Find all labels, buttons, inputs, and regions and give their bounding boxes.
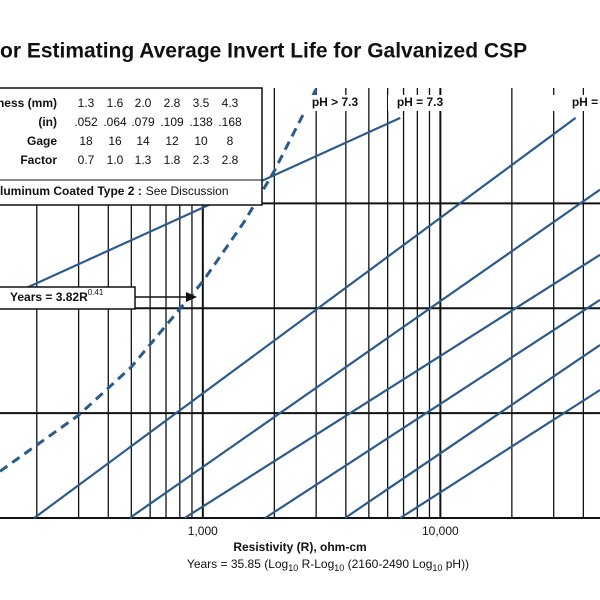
series-line — [264, 298, 600, 519]
equation-box — [0, 286, 136, 310]
table-cell: .109 — [160, 115, 184, 129]
formula-subscript: 10 — [334, 563, 344, 573]
table-cell: 2.8 — [222, 153, 239, 167]
series-line — [344, 344, 600, 519]
table-cell: 2.0 — [135, 96, 152, 110]
table-note: luminum Coated Type 2 : See Discussion — [0, 184, 229, 198]
x-axis-label: Resistivity (R), ohm-cm — [233, 540, 366, 554]
series-line — [33, 117, 577, 519]
row-header: (in) — [38, 115, 57, 129]
annotation: pH > 7.3 — [312, 95, 359, 109]
equation-text: Years = 3.82R — [10, 290, 88, 304]
annotation-bg — [303, 95, 367, 111]
annotation-bg — [388, 95, 452, 111]
table-cell: 8 — [227, 134, 234, 148]
series-line — [129, 188, 600, 519]
formula-subscript: 10 — [288, 563, 298, 573]
formula-text: R-Log — [298, 557, 334, 571]
table-cell: 0.7 — [78, 153, 95, 167]
x-tick-label: 1,000 — [188, 524, 218, 538]
table-cell: 10 — [194, 134, 208, 148]
equation-exponent: 0.41 — [88, 288, 104, 297]
row-header: Factor — [20, 153, 57, 167]
annotation: pH = — [572, 95, 598, 109]
table-cell: 1.3 — [78, 96, 95, 110]
table-cell: .138 — [189, 115, 213, 129]
arrow-head — [186, 292, 197, 302]
annotation-bg — [553, 95, 600, 111]
table-cell: 3.5 — [193, 96, 210, 110]
table-cell: 4.3 — [222, 96, 239, 110]
series-line — [0, 116, 401, 301]
table-cell: 1.8 — [164, 153, 181, 167]
chart-title: or Estimating Average Invert Life for Ga… — [0, 40, 527, 63]
note-text: See Discussion — [146, 184, 229, 198]
table-cell: 1.6 — [107, 96, 124, 110]
table-cell: 2.3 — [193, 153, 210, 167]
series-line — [184, 253, 600, 519]
table-box — [0, 87, 263, 206]
series-line — [399, 389, 600, 519]
formula-text: (2160-2490 Log — [344, 557, 432, 571]
table-cell: .079 — [131, 115, 155, 129]
table-cell: 14 — [136, 134, 150, 148]
table-cell: 1.0 — [107, 153, 124, 167]
table-cell: 12 — [165, 134, 179, 148]
equation: Years = 3.82R0.41 — [10, 288, 104, 304]
row-header: Gage — [27, 134, 57, 148]
formula-text: Years = 35.85 (Log — [187, 557, 288, 571]
formula: Years = 35.85 (Log10 R-Log10 (2160-2490 … — [187, 557, 469, 573]
table-cell: 2.8 — [164, 96, 181, 110]
annotation: pH = 7.3 — [397, 95, 444, 109]
formula-text: pH)) — [442, 557, 469, 571]
note-bold: luminum Coated Type 2 : — [0, 184, 142, 198]
table-cell: .052 — [74, 115, 98, 129]
dashed-curve — [0, 88, 318, 473]
row-header: ness (mm) — [0, 96, 57, 110]
table-cell: .168 — [218, 115, 242, 129]
x-tick-label: 10,000 — [422, 524, 459, 538]
formula-subscript: 10 — [432, 563, 442, 573]
table-cell: 18 — [79, 134, 93, 148]
table-cell: .064 — [103, 115, 127, 129]
table-cell: 16 — [108, 134, 122, 148]
table-cell: 1.3 — [135, 153, 152, 167]
